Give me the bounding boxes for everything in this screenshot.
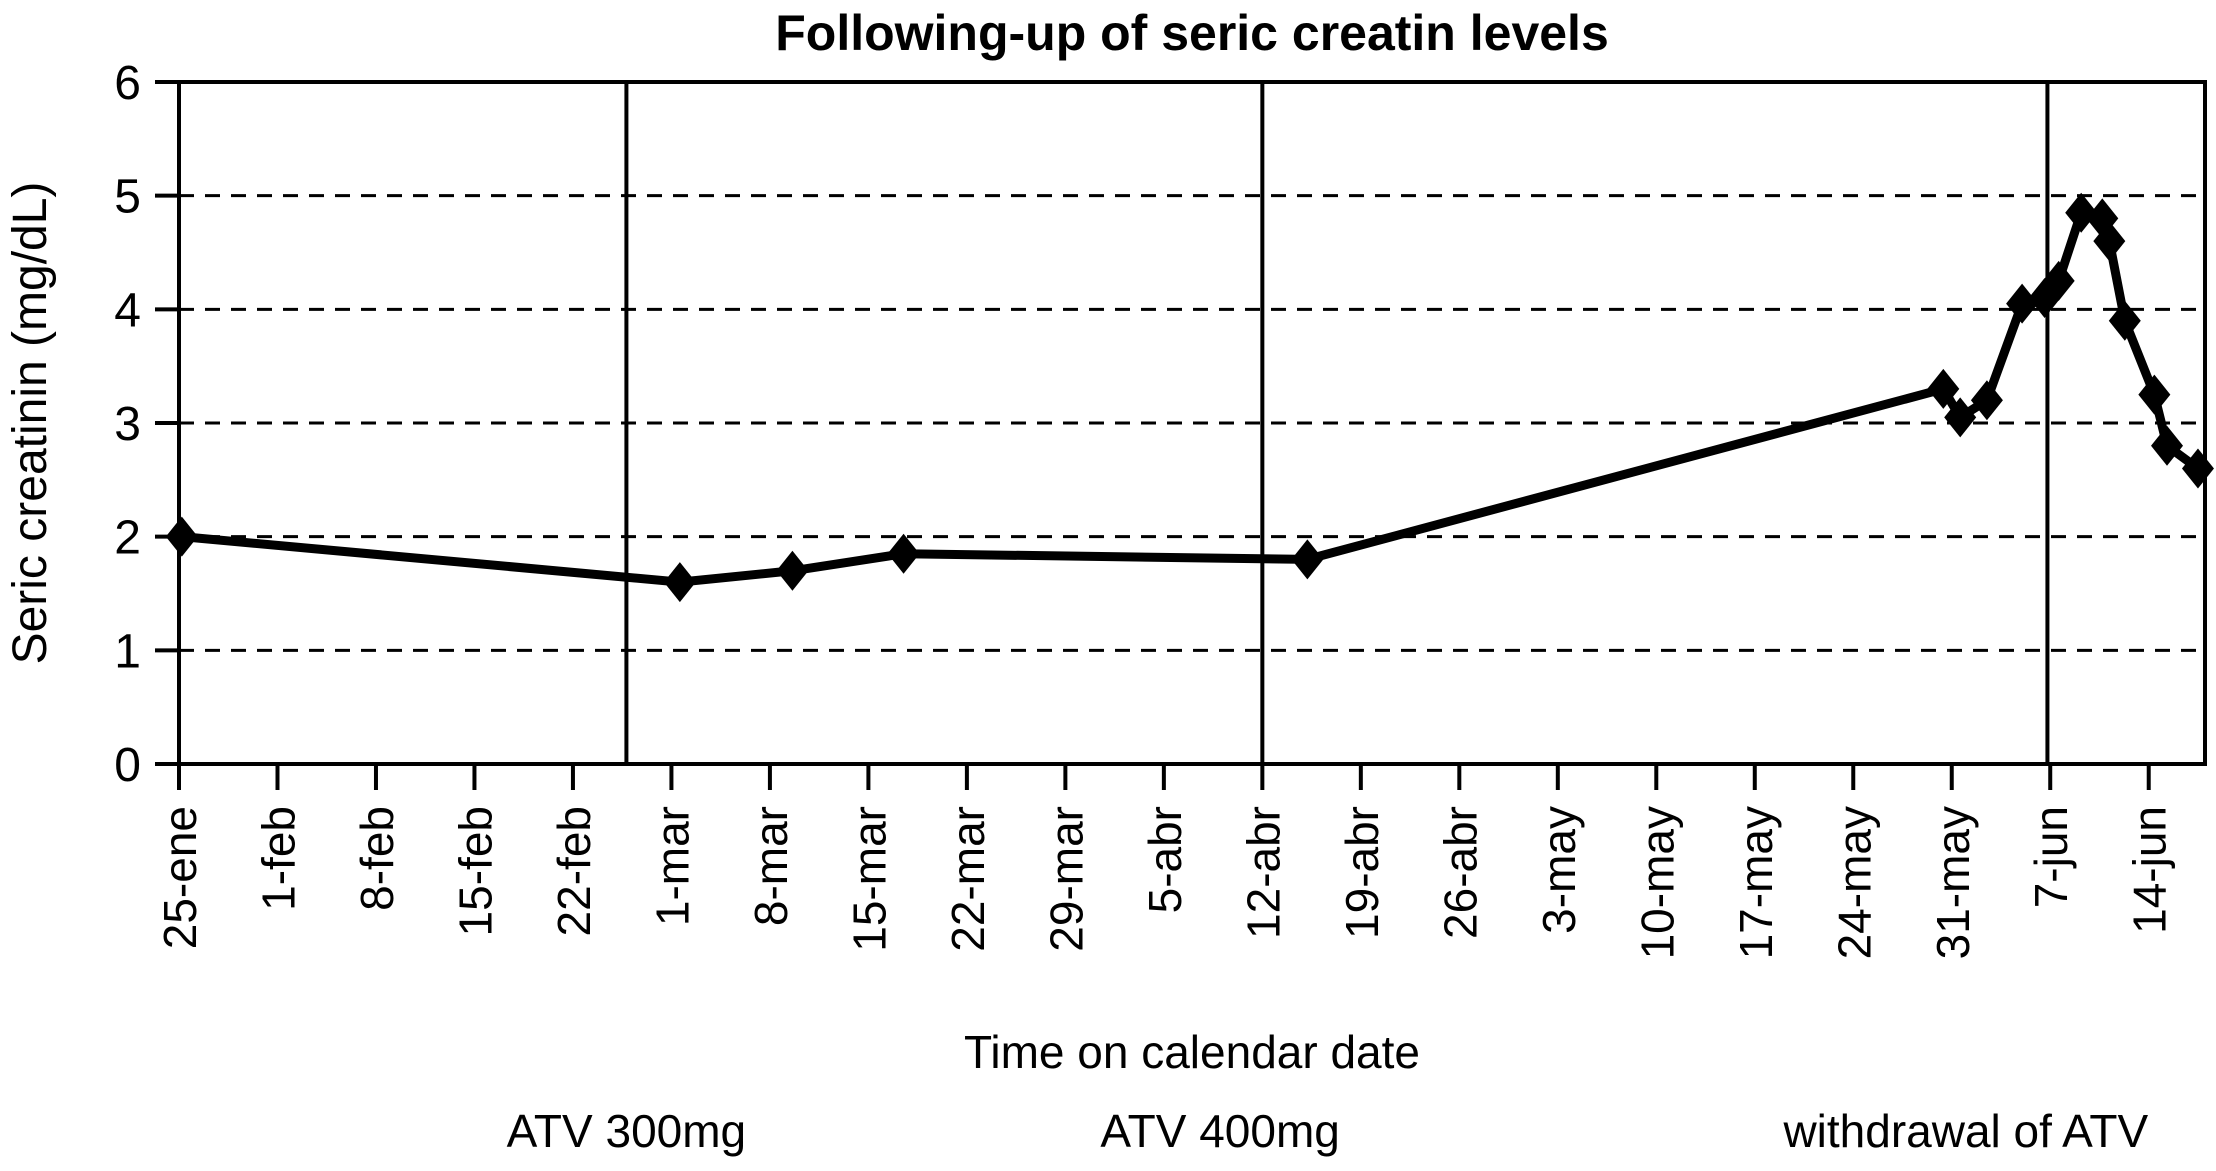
data-point-marker bbox=[2065, 192, 2098, 233]
data-point-marker bbox=[2006, 283, 2039, 324]
x-tick-label: 17-may bbox=[1730, 806, 1782, 959]
x-tick-label: 29-mar bbox=[1040, 806, 1092, 952]
y-tick-label: 4 bbox=[114, 284, 141, 337]
x-tick-label: 22-feb bbox=[548, 806, 600, 936]
x-tick-label: 14-jun bbox=[2124, 806, 2176, 934]
x-tick-label: 8-feb bbox=[351, 806, 403, 911]
series-line bbox=[181, 207, 2201, 587]
chart-title: Following-up of seric creatin levels bbox=[775, 5, 1609, 61]
x-tick-label: 31-may bbox=[1927, 806, 1979, 959]
data-point-marker bbox=[1927, 368, 1960, 409]
y-tick-label: 0 bbox=[114, 739, 141, 792]
x-tick-label: 10-may bbox=[1631, 806, 1683, 959]
x-tick-label: 25-ene bbox=[154, 806, 206, 949]
x-tick-label: 8-mar bbox=[745, 806, 797, 926]
x-tick-label: 19-abr bbox=[1336, 806, 1388, 939]
data-point-marker bbox=[2138, 374, 2171, 415]
data-point-marker bbox=[2108, 300, 2141, 341]
data-point-marker bbox=[663, 562, 696, 603]
data-point-marker bbox=[2181, 448, 2214, 489]
x-tick-label: 24-may bbox=[1828, 806, 1880, 959]
data-point-marker bbox=[1970, 380, 2003, 421]
x-tick-label: 5-abr bbox=[1139, 806, 1191, 913]
y-tick-label: 2 bbox=[114, 512, 141, 565]
y-tick-label: 5 bbox=[114, 171, 141, 224]
y-tick-label: 1 bbox=[114, 625, 141, 678]
data-point-marker bbox=[165, 516, 198, 557]
data-point-marker bbox=[1944, 397, 1977, 438]
x-axis-title: Time on calendar date bbox=[963, 1026, 1420, 1078]
x-tick-label: 7-jun bbox=[2025, 806, 2077, 908]
data-point-marker bbox=[2151, 425, 2184, 466]
data-point-marker bbox=[2042, 260, 2075, 301]
x-tick-label: 12-abr bbox=[1237, 806, 1289, 939]
data-point-marker bbox=[2093, 221, 2126, 262]
x-tick-label: 1-mar bbox=[646, 806, 698, 926]
y-tick-label: 3 bbox=[114, 398, 141, 451]
x-tick-label: 3-may bbox=[1533, 806, 1585, 934]
data-point-marker bbox=[2028, 277, 2061, 318]
data-point-marker bbox=[776, 550, 809, 591]
phase-label-atv-300mg: ATV 300mg bbox=[506, 1105, 747, 1157]
x-tick-label: 26-abr bbox=[1434, 806, 1486, 939]
data-point-marker bbox=[1291, 539, 1324, 580]
x-tick-label: 1-feb bbox=[252, 806, 304, 911]
phase-label-withdrawal-of-atv: withdrawal of ATV bbox=[1783, 1105, 2149, 1157]
x-tick-label: 22-mar bbox=[942, 806, 994, 952]
phase-label-atv-400mg: ATV 400mg bbox=[1100, 1105, 1340, 1157]
x-tick-label: 15-feb bbox=[449, 806, 501, 936]
data-point-marker bbox=[887, 533, 920, 574]
x-tick-label: 15-mar bbox=[843, 806, 895, 952]
y-tick-label: 6 bbox=[114, 57, 141, 110]
